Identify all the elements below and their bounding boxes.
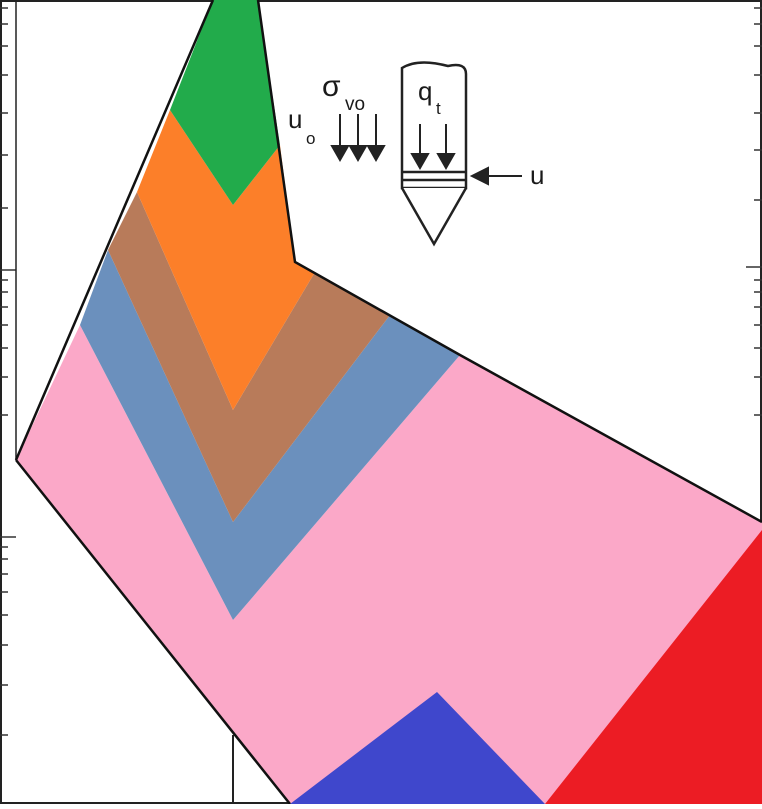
qt-arrows-icon: [410, 124, 456, 171]
zone-pink: [16, 325, 762, 804]
u-label: u: [530, 160, 544, 190]
u0-label: u: [288, 104, 302, 134]
cone-tip-icon: [400, 187, 468, 247]
zone-green: [170, 0, 280, 205]
chart-boundary-line: [14, 0, 215, 461]
cpt-cone-inset: u o σ vo q t u: [288, 61, 544, 247]
zone-red: [545, 530, 762, 804]
zone-orange: [137, 110, 315, 410]
left-axis-ticks: [0, 7, 16, 736]
sigma-label: σ: [322, 70, 341, 103]
zone-steel-blue: [80, 250, 460, 620]
chart-boundary-line-bottom: [15, 459, 291, 805]
chart-boundary-line-right: [256, 0, 762, 524]
zone-blue: [290, 692, 545, 804]
sigma-subscript: vo: [345, 94, 365, 115]
cone-body-icon: [400, 61, 468, 190]
sigma-arrows-icon: [330, 114, 386, 163]
u0-subscript: o: [306, 129, 315, 148]
qt-label: q: [418, 76, 432, 106]
zone-brown: [108, 192, 390, 522]
qt-subscript: t: [436, 99, 441, 118]
u-arrow-icon: [469, 166, 522, 186]
right-axis-ticks: [746, 7, 762, 416]
